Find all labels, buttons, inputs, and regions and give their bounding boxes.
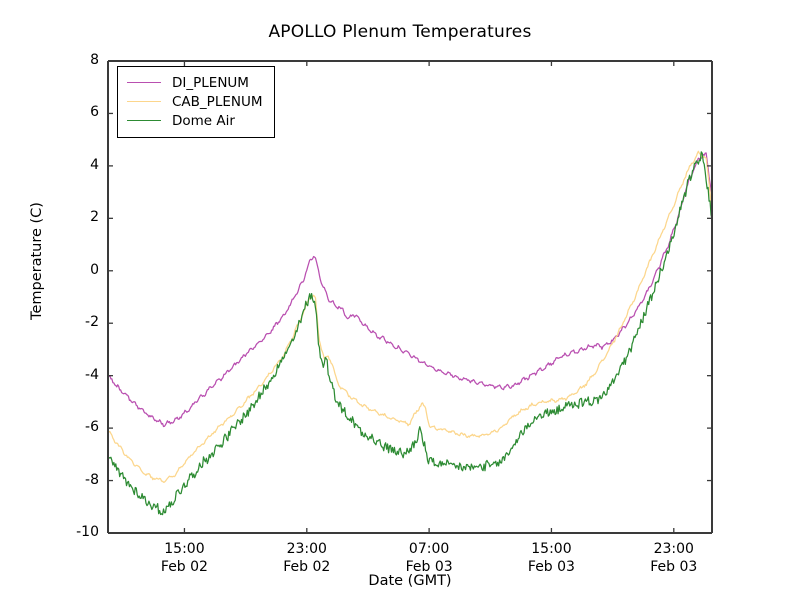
legend-color-swatch <box>127 101 161 102</box>
series-line-cab-plenum <box>107 150 713 483</box>
x-tick-date: Feb 02 <box>160 559 208 575</box>
legend-label: DI_PLENUM <box>172 74 249 91</box>
x-axis-label: Date (GMT) <box>368 573 452 589</box>
x-tick-label: 23:00 Feb 02 <box>247 540 367 576</box>
y-tick-label: 4 <box>90 156 99 173</box>
legend-item[interactable]: Dome Air <box>127 111 263 130</box>
y-tick-label: 6 <box>90 104 99 121</box>
axes-frame <box>107 60 713 534</box>
legend-label: Dome Air <box>172 112 235 129</box>
legend: DI_PLENUM CAB_PLENUM Dome Air <box>117 66 275 138</box>
series-line-dome-air <box>107 151 713 516</box>
y-tick-label: 0 <box>90 261 99 278</box>
y-tick-label: -10 <box>76 524 99 540</box>
y-tick-label: -4 <box>85 366 99 383</box>
x-tick-date: Feb 03 <box>527 559 575 575</box>
x-tick-label: 07:00 Feb 03 <box>369 540 489 576</box>
y-tick-label: -2 <box>85 314 99 331</box>
y-tick-label: 2 <box>90 209 99 226</box>
y-tick-label: 8 <box>90 52 99 68</box>
y-tick-label: -8 <box>85 471 99 488</box>
x-tick-date: Feb 02 <box>283 559 331 575</box>
x-tick-date: Feb 03 <box>650 559 698 575</box>
x-tick-date: Feb 03 <box>405 559 453 575</box>
y-tick-label: -6 <box>85 419 99 436</box>
x-tick-label: 15:00 Feb 02 <box>124 540 244 576</box>
x-tick-time: 23:00 <box>653 541 694 557</box>
legend-color-swatch <box>127 82 161 83</box>
x-tick-time: 07:00 <box>408 541 450 557</box>
legend-label: CAB_PLENUM <box>172 93 263 110</box>
series-group <box>107 150 713 516</box>
x-tick-label: 15:00 Feb 03 <box>491 540 611 576</box>
series-line-di-plenum <box>107 152 713 428</box>
x-tick-time: 15:00 <box>164 541 205 557</box>
x-tick-time: 23:00 <box>286 541 327 557</box>
legend-item[interactable]: CAB_PLENUM <box>127 92 263 111</box>
chart-title: APOLLO Plenum Temperatures <box>268 22 532 42</box>
legend-color-swatch <box>127 120 161 121</box>
legend-item[interactable]: DI_PLENUM <box>127 73 263 92</box>
x-tick-time: 15:00 <box>531 541 572 557</box>
x-tick-label: 23:00 Feb 03 <box>614 540 734 576</box>
